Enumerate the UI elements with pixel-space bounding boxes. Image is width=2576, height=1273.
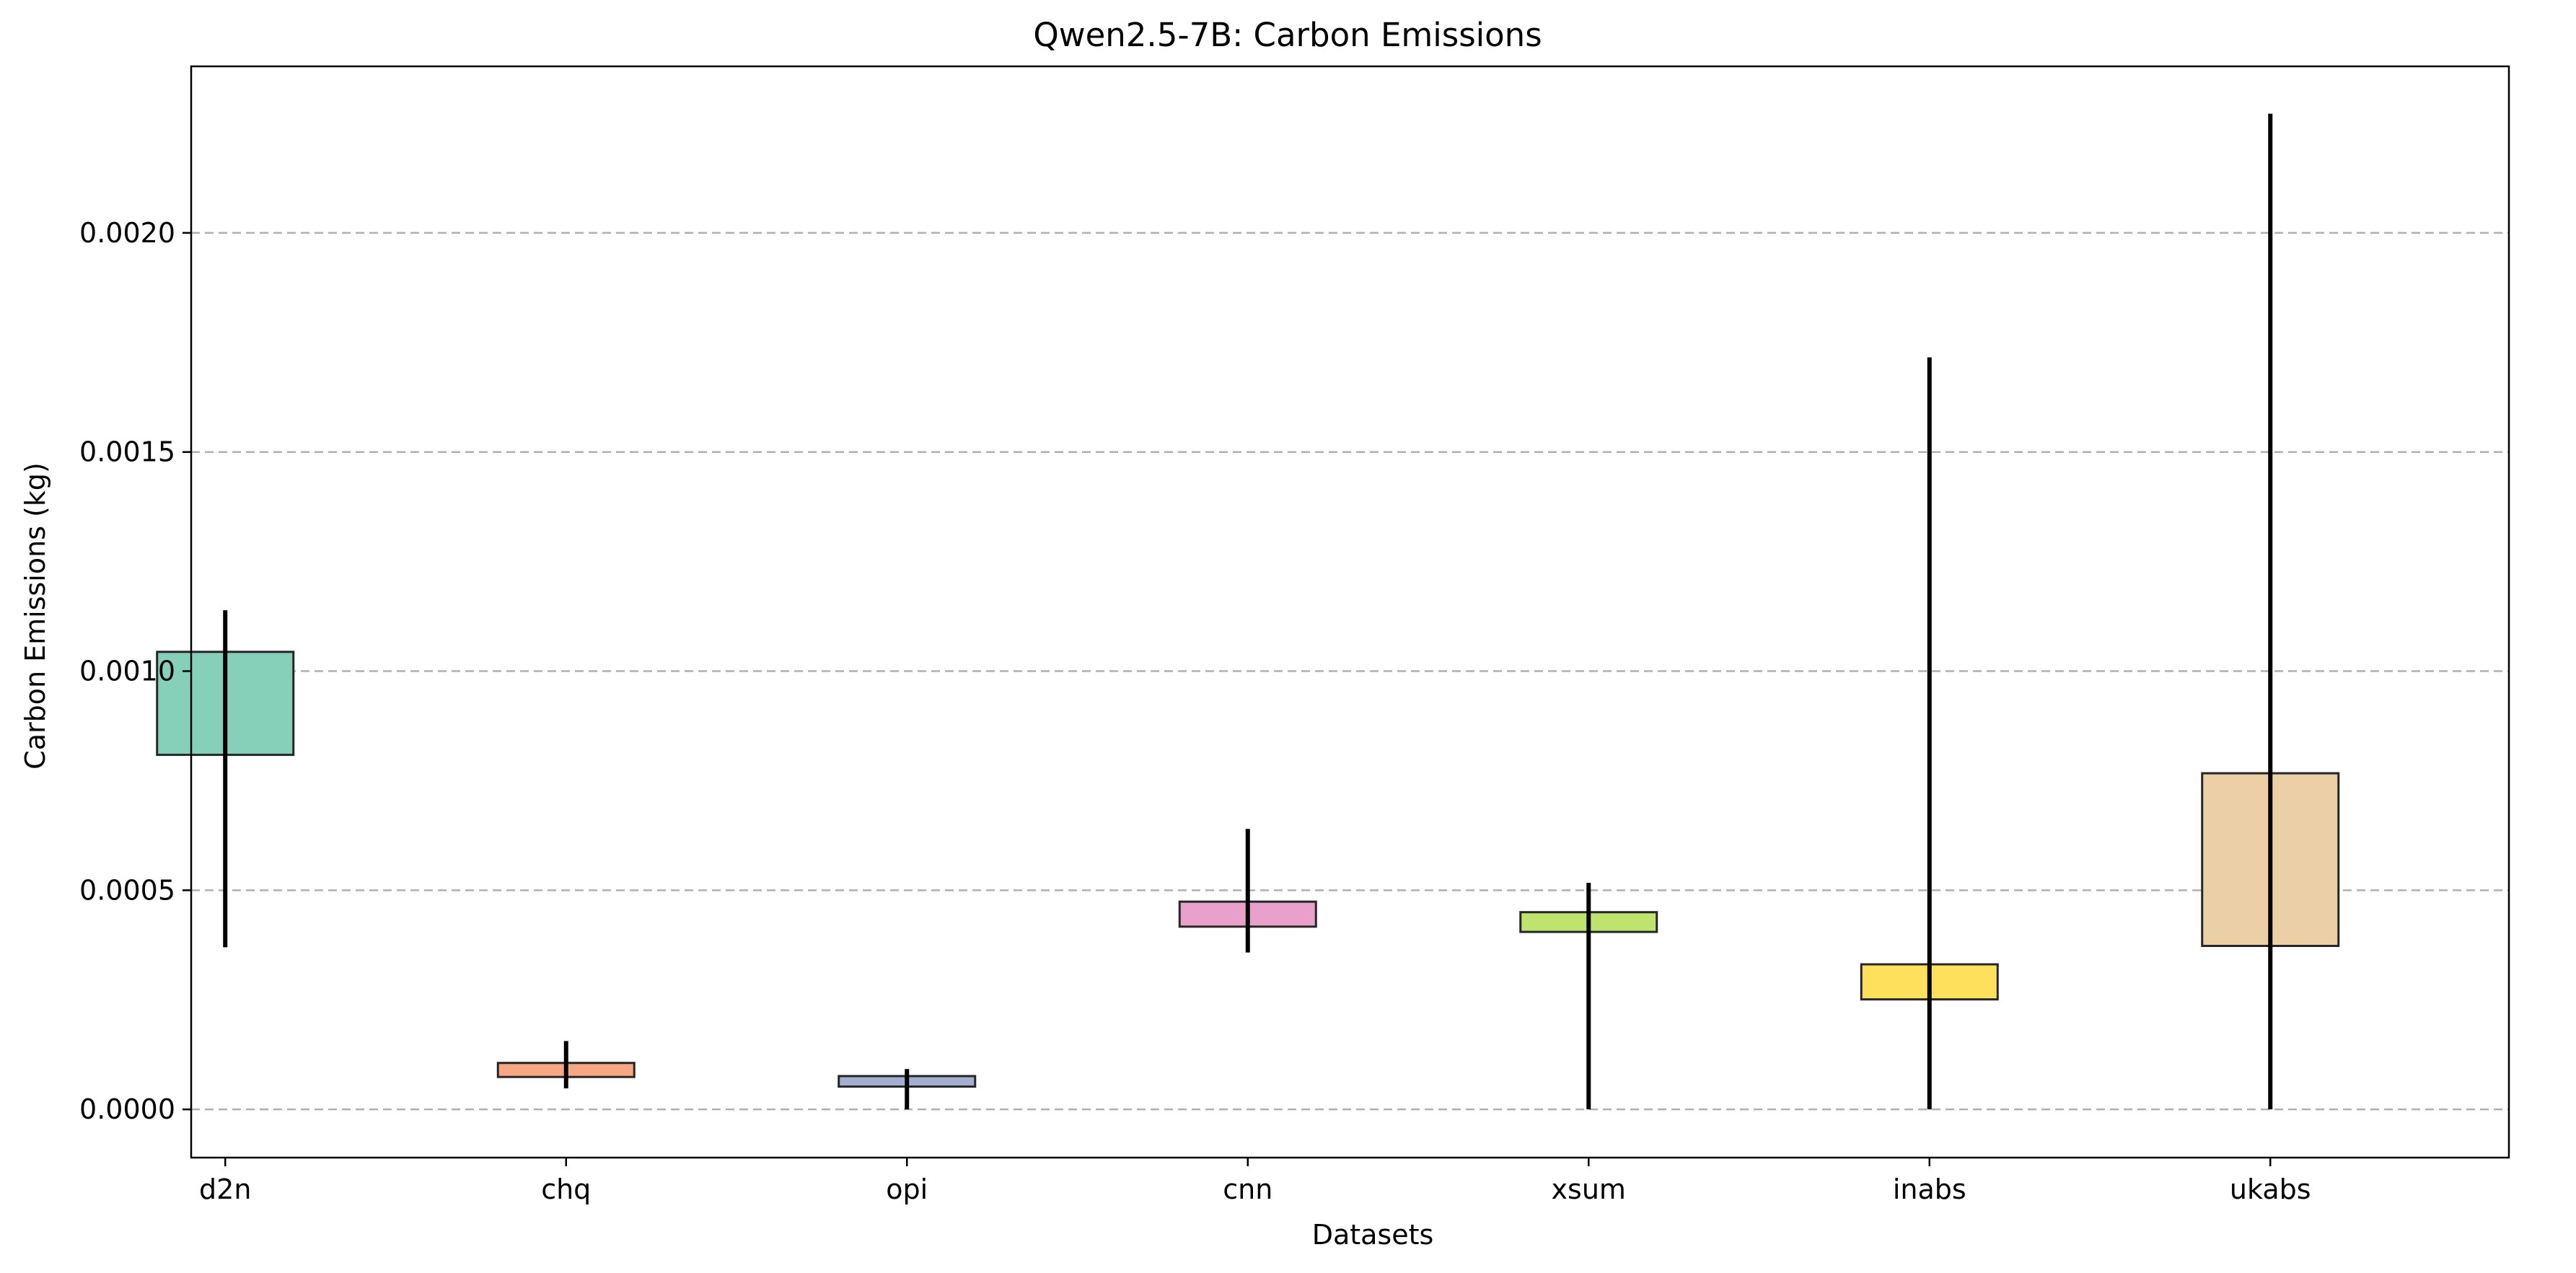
y-tick-label: 0.0015 [79, 436, 175, 468]
y-axis-label: Carbon Emissions (kg) [19, 462, 51, 770]
y-tick-label: 0.0005 [79, 874, 175, 906]
x-axis-label: Datasets [1312, 1219, 1434, 1251]
x-axis-ticks: d2n chq opi cnn xsum inabs ukabs [199, 1158, 2311, 1205]
x-tick-label-ukabs: ukabs [2230, 1173, 2311, 1205]
x-tick-label-xsum: xsum [1552, 1173, 1626, 1205]
y-tick-label: 0.0020 [79, 217, 175, 249]
x-tick-label-chq: chq [541, 1173, 591, 1205]
x-tick-label-d2n: d2n [199, 1173, 251, 1205]
grid-lines [191, 232, 2509, 1111]
plot-data [156, 113, 2340, 1110]
y-axis-ticks: 0.0000 0.0005 0.0010 0.0015 0.0020 [79, 217, 191, 1125]
chart-title: Qwen2.5-7B: Carbon Emissions [1033, 16, 1542, 54]
y-tick-label: 0.0000 [79, 1093, 175, 1125]
x-tick-label-inabs: inabs [1893, 1173, 1966, 1205]
x-tick-label-cnn: cnn [1223, 1173, 1272, 1205]
y-tick-label: 0.0010 [79, 656, 175, 687]
x-tick-label-opi: opi [886, 1173, 928, 1205]
plot-frame [190, 65, 2510, 1159]
